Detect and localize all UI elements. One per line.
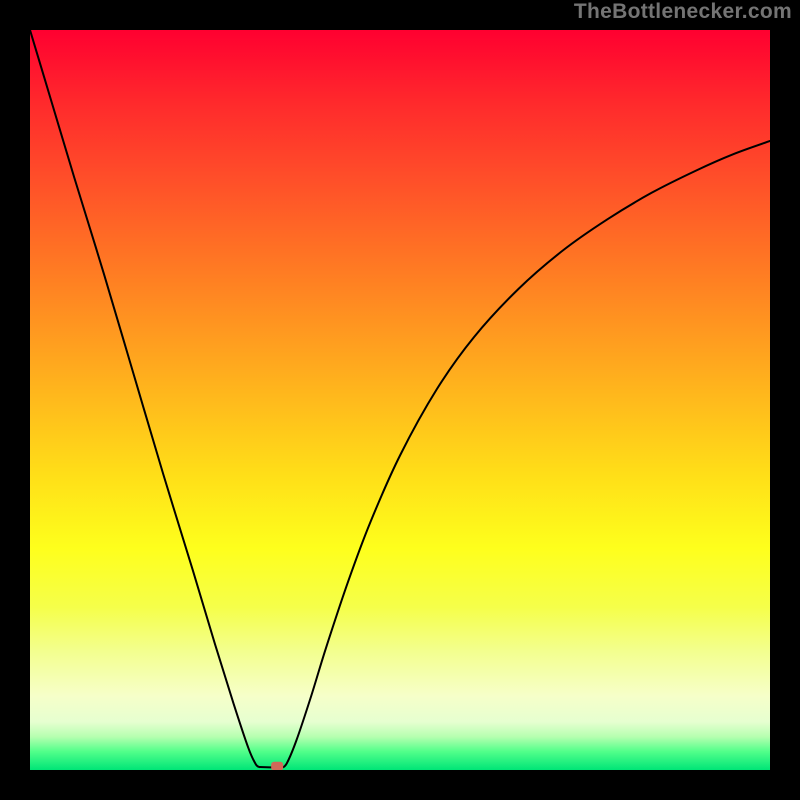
- chart-stage: TheBottlenecker.com: [0, 0, 800, 800]
- minimum-marker: [271, 762, 283, 771]
- chart-svg: [0, 0, 800, 800]
- watermark-text: TheBottlenecker.com: [574, 0, 792, 24]
